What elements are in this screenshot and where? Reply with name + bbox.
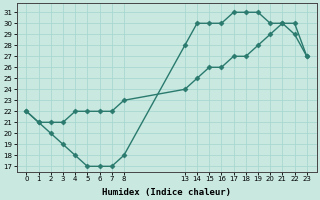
X-axis label: Humidex (Indice chaleur): Humidex (Indice chaleur): [102, 188, 231, 197]
